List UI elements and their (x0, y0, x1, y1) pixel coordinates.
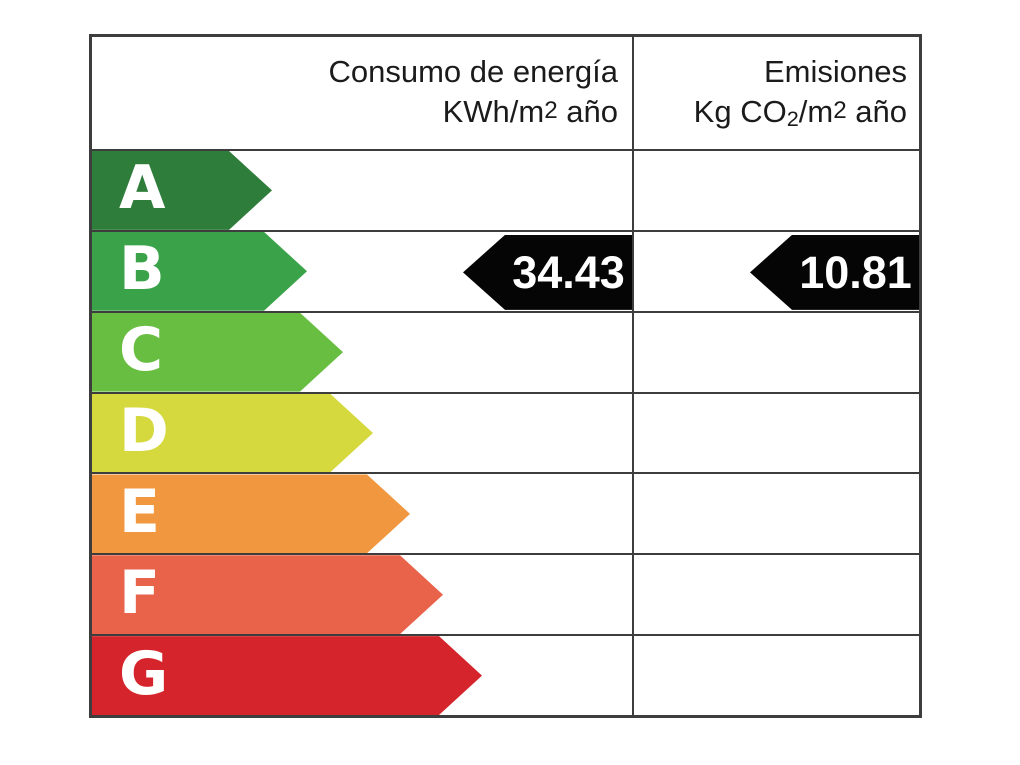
rating-row-f: F (92, 553, 919, 634)
emissions-unit-suffix: año (846, 93, 907, 129)
rating-arrow-g: G (92, 636, 482, 715)
rating-row-g: G (92, 634, 919, 715)
energy-value: 34.43 (512, 246, 625, 298)
emissions-unit-subscript: 2 (786, 106, 799, 132)
energy-header-unit: KWh/m2 año (443, 92, 618, 135)
emissions-value-arrow: 10.81 (750, 234, 919, 310)
rating-rows: A B 34.43 10.81 C D E (92, 149, 919, 715)
rating-letter-f: F (119, 557, 160, 628)
energy-certificate-table: Consumo de energía KWh/m2 año Emisiones … (89, 34, 922, 718)
energy-unit-suffix: año (557, 93, 618, 129)
rating-row-e: E (92, 472, 919, 553)
rating-arrow-a: A (92, 151, 272, 230)
rating-letter-d: D (119, 396, 169, 466)
rating-arrow-c: C (92, 313, 343, 392)
energy-header-title: Consumo de energía (328, 53, 618, 89)
rating-letter-c: C (119, 315, 164, 386)
rating-letter-a: A (119, 153, 166, 224)
rating-row-c: C (92, 310, 919, 392)
rating-arrow-b: B (92, 232, 307, 311)
rating-row-d: D (92, 391, 919, 473)
energy-unit-superscript: 2 (544, 96, 558, 124)
energy-unit-prefix: KWh/m (442, 93, 545, 129)
emissions-header-unit: Kg CO2/m2 año (694, 92, 907, 135)
emissions-header-title: Emisiones (764, 53, 907, 89)
table-header-row: Consumo de energía KWh/m2 año Emisiones … (92, 37, 919, 149)
rating-arrow-f: F (92, 555, 443, 634)
rating-letter-e: E (119, 476, 160, 547)
emissions-value: 10.81 (799, 246, 912, 298)
energy-column-header: Consumo de energía KWh/m2 año (92, 37, 634, 149)
rating-letter-g: G (119, 638, 169, 709)
rating-row-a: A (92, 149, 919, 230)
emissions-unit-mid: /m (798, 93, 834, 129)
rating-letter-b: B (119, 234, 165, 305)
rating-arrow-d: D (92, 394, 373, 473)
emissions-unit-superscript: 2 (833, 96, 847, 124)
column-divider (632, 37, 634, 715)
rating-arrow-e: E (92, 474, 410, 553)
emissions-unit-prefix: Kg CO (693, 93, 787, 129)
energy-value-arrow: 34.43 (463, 234, 632, 310)
emissions-column-header: Emisiones Kg CO2/m2 año (634, 37, 919, 149)
rating-row-b: B 34.43 10.81 (92, 229, 919, 311)
